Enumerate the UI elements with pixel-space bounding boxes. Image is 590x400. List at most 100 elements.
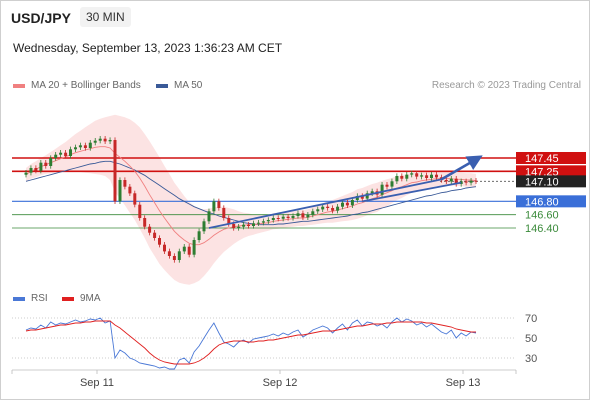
candle-body [133,193,137,205]
candle-body [108,140,112,142]
candle-body [281,216,285,219]
rsi-line [25,317,477,370]
candle-body [158,238,161,245]
candle-body [128,186,132,194]
credit-text: Research © 2023 Trading Central [431,80,581,91]
candle-body [266,220,270,222]
candle-body [474,180,478,182]
candle-body [212,201,216,212]
main-legend-ma20: MA 20 + Bollinger Bands [13,80,141,91]
candle-body [78,145,82,148]
candle-body [271,218,275,220]
rsi-tick-label: 30 [525,353,537,365]
rsi-tick-label: 70 [525,313,537,325]
rsi-legend-9ma: 9MA [62,293,101,304]
candle-body [187,246,191,255]
level-label: 146.60 [525,210,559,222]
level-label: 147.10 [525,176,559,188]
trendline [362,181,462,203]
candle-body [390,181,394,187]
candle-body [153,232,157,238]
level-label: 146.80 [525,196,559,208]
x-tick-label: Sep 11 [80,377,114,389]
candle-body [454,178,458,184]
candle-body [252,223,255,226]
candle-body [64,152,68,156]
candle-body [217,201,221,208]
candle-body [24,172,28,175]
candle-body [222,208,226,218]
candle-body [360,196,364,199]
candle-body [464,181,468,183]
candle-body [286,216,290,218]
candle-body [172,256,176,260]
level-tag-bg [516,195,586,208]
candle-body [49,158,53,166]
candle-body [331,208,335,211]
candle-body [410,173,414,175]
candle-body [182,246,186,252]
candle-body [311,211,315,215]
candle-body [163,244,166,252]
candle-body [44,162,48,166]
candle-body [435,174,438,178]
x-tick-label: Sep 13 [446,377,481,389]
pair-title: USD/JPY [11,10,71,26]
candle-body [83,145,87,148]
rsi-ma-line [25,320,476,365]
candle-body [192,240,196,255]
candle-body [232,224,236,228]
timeframe-badge[interactable]: 30 MIN [80,7,131,27]
candle-body [143,218,147,227]
candle-body [242,224,246,227]
trendline [208,178,442,229]
candle-body [370,191,374,194]
candle-body [400,176,404,179]
candle-body [405,174,409,179]
x-tick-label: Sep 12 [263,377,298,389]
candle-body [256,222,260,224]
candle-body [148,226,152,233]
ma9-swatch [62,296,74,301]
candle-body [93,140,97,143]
level-label: 147.45 [525,153,559,165]
candle-body [113,140,117,202]
candle-body [336,206,340,211]
candle-body [74,147,77,150]
candle-body [88,142,92,148]
candle-body [207,211,211,222]
candle-body [167,251,171,256]
candle-body [98,138,102,141]
candle-body [326,206,330,208]
candle-body [29,168,33,173]
candle-body [59,152,63,155]
candle-body [202,221,206,232]
level-tag-bg [516,152,586,164]
candle-body [365,193,369,199]
candle-body [138,204,142,218]
candle-body [420,175,424,177]
rsi-swatch [13,296,25,301]
candle-body [301,213,305,218]
candle-body [247,224,250,226]
candle-body [291,216,295,218]
ma20-legend-label: MA 20 + Bollinger Bands [31,80,141,91]
candle-body [385,184,389,187]
ma50-swatch [156,83,168,88]
candle-body [177,251,181,260]
candle-body [227,218,231,224]
candle-body [345,202,349,206]
candle-body [296,213,300,216]
timestamp: Wednesday, September 13, 2023 1:36:23 AM… [13,41,283,55]
candle-body [103,138,107,142]
candle-body [444,180,448,182]
candle-body [321,206,325,210]
ma9-legend-label: 9MA [80,293,101,304]
trend-arrow [440,155,483,181]
candle-body [415,173,419,177]
candle-body [395,176,399,182]
candle-body [34,168,38,171]
candle-body [276,218,280,219]
candle-body [341,202,344,207]
